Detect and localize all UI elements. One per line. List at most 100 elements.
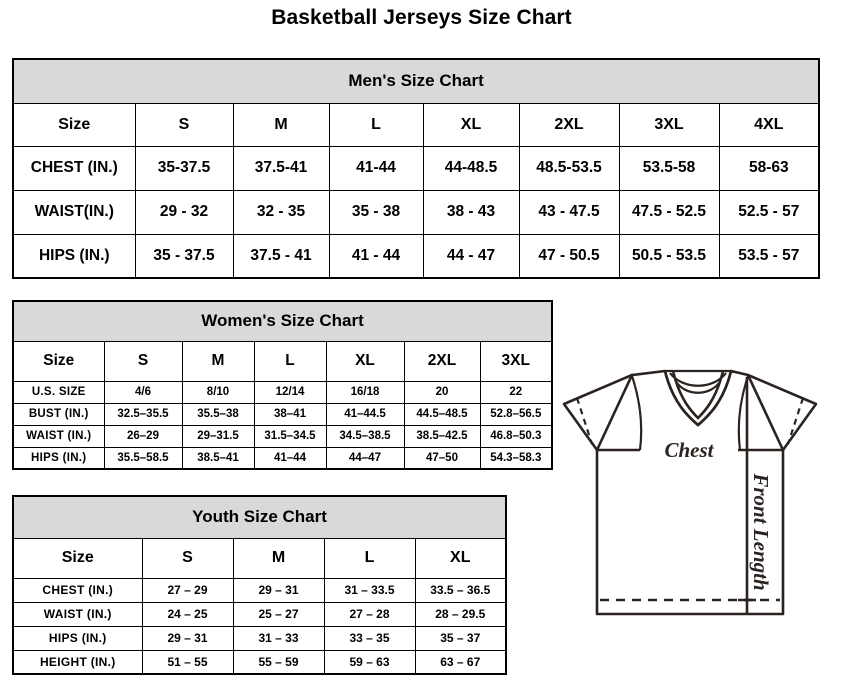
table-row: CHEST (IN.) 35-37.5 37.5-41 41-44 44-48.… [12,145,820,191]
mens-cell-waist-xl: 38 - 43 [422,189,520,235]
womens-col-header-size: Size [12,340,105,382]
womens-cell-hips-m: 38.5–41 [181,446,255,470]
youth-cell-height-xl: 63 – 67 [414,649,507,675]
mens-cell-waist-4xl: 52.5 - 57 [718,189,820,235]
table-row: WAIST (IN.) 24 – 25 25 – 27 27 – 28 28 –… [12,601,507,627]
womens-col-header-l: L [253,340,327,382]
womens-row-label-waist: WAIST (IN.) [12,424,105,448]
youth-cell-height-s: 51 – 55 [141,649,234,675]
mens-col-header-s: S [134,102,234,147]
table-row: HIPS (IN.) 35 - 37.5 37.5 - 41 41 - 44 4… [12,233,820,279]
youth-row-label-height: HEIGHT (IN.) [12,649,143,675]
womens-row-label-bust: BUST (IN.) [12,402,105,426]
mens-cell-chest-xl: 44-48.5 [422,145,520,191]
youth-cell-height-m: 55 – 59 [232,649,325,675]
womens-cell-bust-3xl: 52.8–56.5 [479,402,553,426]
youth-cell-chest-m: 29 – 31 [232,577,325,603]
mens-row-label-hips: HIPS (IN.) [12,233,136,279]
youth-cell-chest-l: 31 – 33.5 [323,577,416,603]
womens-cell-hips-s: 35.5–58.5 [103,446,183,470]
table-row: CHEST (IN.) 27 – 29 29 – 31 31 – 33.5 33… [12,577,507,603]
mens-col-header-xl: XL [422,102,520,147]
mens-cell-chest-m: 37.5-41 [232,145,330,191]
youth-chart-band-title: Youth Size Chart [12,495,507,539]
womens-chart-band-title: Women's Size Chart [12,300,553,342]
mens-cell-hips-m: 37.5 - 41 [232,233,330,279]
table-row: WAIST(IN.) 29 - 32 32 - 35 35 - 38 38 - … [12,189,820,235]
vneck-inner-line [671,370,725,420]
mens-col-header-3xl: 3XL [618,102,720,147]
youth-cell-hips-xl: 35 – 37 [414,625,507,651]
table-row: HEIGHT (IN.) 51 – 55 55 – 59 59 – 63 63 … [12,649,507,675]
womens-cell-ussize-l: 12/14 [253,380,327,404]
mens-cell-waist-m: 32 - 35 [232,189,330,235]
table-row: U.S. SIZE 4/6 8/10 12/14 16/18 20 22 [12,380,553,404]
table-row: BUST (IN.) 32.5–35.5 35.5–38 38–41 41–44… [12,402,553,426]
youth-size-chart-table: Youth Size Chart Size S M L XL CHEST (IN… [12,495,508,675]
youth-col-header-s: S [141,537,234,579]
mens-cell-waist-2xl: 43 - 47.5 [518,189,620,235]
mens-cell-hips-xl: 44 - 47 [422,233,520,279]
mens-cell-hips-s: 35 - 37.5 [134,233,234,279]
youth-row-label-hips: HIPS (IN.) [12,625,143,651]
collar-rib-outer [669,372,727,387]
mens-cell-waist-s: 29 - 32 [134,189,234,235]
left-sleeve-hem-dash [575,397,594,445]
womens-header-row: Size S M L XL 2XL 3XL [12,340,553,382]
youth-col-header-xl: XL [414,537,507,579]
mens-cell-chest-s: 35-37.5 [134,145,234,191]
womens-cell-ussize-xl: 16/18 [325,380,405,404]
youth-cell-chest-xl: 33.5 – 36.5 [414,577,507,603]
womens-row-label-us-size: U.S. SIZE [12,380,105,404]
womens-cell-waist-l: 31.5–34.5 [253,424,327,448]
chest-measure-label: Chest [664,438,714,462]
table-row: WAIST (IN.) 26–29 29–31.5 31.5–34.5 34.5… [12,424,553,448]
left-shoulder-seam [630,375,643,451]
youth-cell-hips-m: 31 – 33 [232,625,325,651]
right-sleeve-hem-dash [786,397,805,445]
youth-row-label-chest: CHEST (IN.) [12,577,143,603]
youth-col-header-l: L [323,537,416,579]
mens-cell-chest-4xl: 58-63 [718,145,820,191]
mens-col-header-2xl: 2XL [518,102,620,147]
vneck-outer-line [663,370,733,427]
mens-cell-chest-l: 41-44 [328,145,424,191]
womens-cell-waist-s: 26–29 [103,424,183,448]
womens-cell-waist-2xl: 38.5–42.5 [403,424,481,448]
jersey-measurement-diagram: Chest Front Length [540,352,840,672]
youth-header-row: Size S M L XL [12,537,507,579]
womens-cell-bust-s: 32.5–35.5 [103,402,183,426]
youth-cell-hips-l: 33 – 35 [323,625,416,651]
youth-col-header-size: Size [12,537,143,579]
youth-cell-waist-s: 24 – 25 [141,601,234,627]
mens-cell-hips-2xl: 47 - 50.5 [518,233,620,279]
mens-row-label-chest: CHEST (IN.) [12,145,136,191]
mens-cell-waist-l: 35 - 38 [328,189,424,235]
mens-cell-hips-3xl: 50.5 - 53.5 [618,233,720,279]
womens-cell-waist-xl: 34.5–38.5 [325,424,405,448]
womens-cell-hips-2xl: 47–50 [403,446,481,470]
womens-row-label-hips: HIPS (IN.) [12,446,105,470]
youth-band-row: Youth Size Chart [12,495,507,539]
mens-size-chart-table: Men's Size Chart Size S M L XL 2XL 3XL 4… [12,58,821,279]
womens-col-header-m: M [181,340,255,382]
mens-col-header-size: Size [12,102,136,147]
womens-col-header-s: S [103,340,183,382]
table-row: HIPS (IN.) 35.5–58.5 38.5–41 41–44 44–47… [12,446,553,470]
womens-cell-bust-xl: 41–44.5 [325,402,405,426]
mens-cell-hips-l: 41 - 44 [328,233,424,279]
mens-chart-band-title: Men's Size Chart [12,58,820,104]
youth-col-header-m: M [232,537,325,579]
front-length-measure-label: Front Length [749,472,773,590]
youth-cell-waist-xl: 28 – 29.5 [414,601,507,627]
mens-cell-waist-3xl: 47.5 - 52.5 [618,189,720,235]
collar-rib-inner [676,382,720,394]
youth-cell-chest-s: 27 – 29 [141,577,234,603]
womens-cell-hips-l: 41–44 [253,446,327,470]
womens-cell-bust-m: 35.5–38 [181,402,255,426]
womens-col-header-xl: XL [325,340,405,382]
womens-cell-hips-3xl: 54.3–58.3 [479,446,553,470]
womens-cell-hips-xl: 44–47 [325,446,405,470]
mens-cell-hips-4xl: 53.5 - 57 [718,233,820,279]
womens-cell-bust-2xl: 44.5–48.5 [403,402,481,426]
